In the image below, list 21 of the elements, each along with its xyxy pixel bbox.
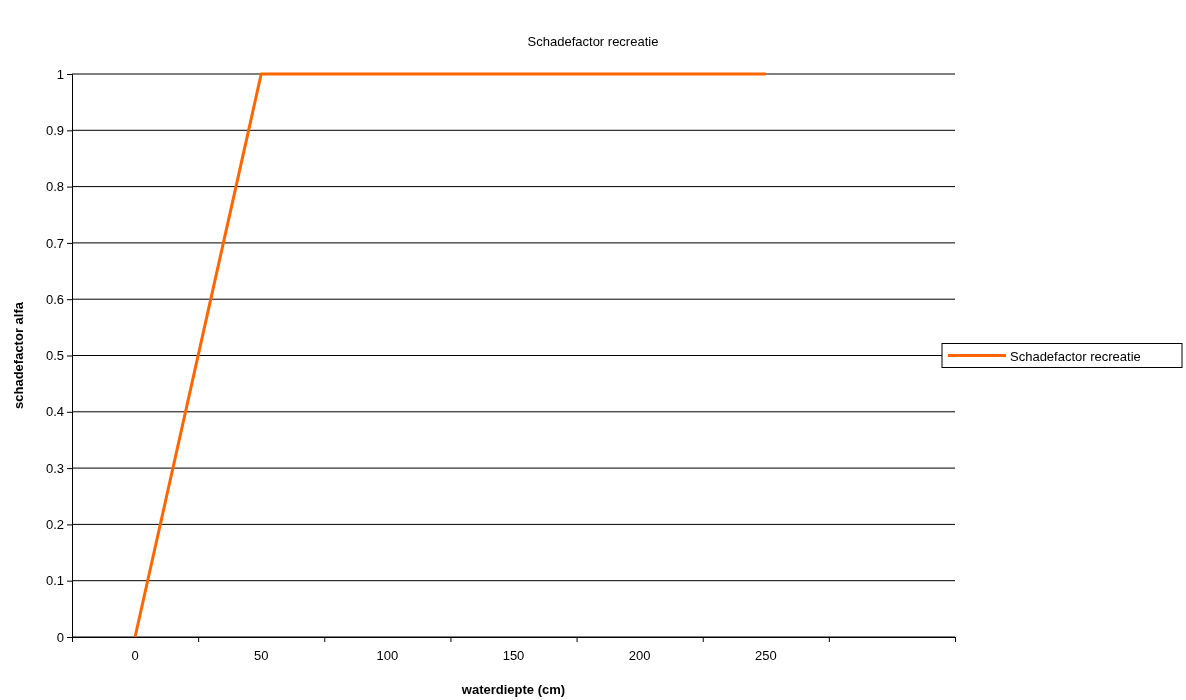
y-tick-label: 0.7 <box>45 235 64 251</box>
x-axis-title: waterdiepte (cm) <box>460 682 566 697</box>
y-tick-label: 0.4 <box>45 404 64 420</box>
y-tick-label: 0.8 <box>45 179 64 195</box>
y-tick-label: 0.6 <box>45 291 64 307</box>
chart-title: Schadefactor recreatie <box>527 34 659 49</box>
x-tick-label: 0 <box>131 648 139 664</box>
legend-label: Schadefactor recreatie <box>1010 348 1141 364</box>
y-tick-label: 0.3 <box>45 460 64 476</box>
x-tick-label: 100 <box>376 648 399 664</box>
y-tick-label: 0 <box>56 629 64 645</box>
x-tick-label: 50 <box>253 648 269 664</box>
y-tick-label: 0.1 <box>45 573 64 589</box>
x-tick-label: 250 <box>754 648 777 664</box>
x-tick-label: 200 <box>628 648 651 664</box>
y-tick-label: 0.5 <box>45 348 64 364</box>
x-tick-label: 150 <box>502 648 525 664</box>
y-tick-label: 0.2 <box>45 517 64 533</box>
y-tick-label: 0.9 <box>45 122 64 138</box>
y-tick-label: 1 <box>56 66 64 82</box>
y-axis-title: schadefactor alfa <box>11 301 26 409</box>
